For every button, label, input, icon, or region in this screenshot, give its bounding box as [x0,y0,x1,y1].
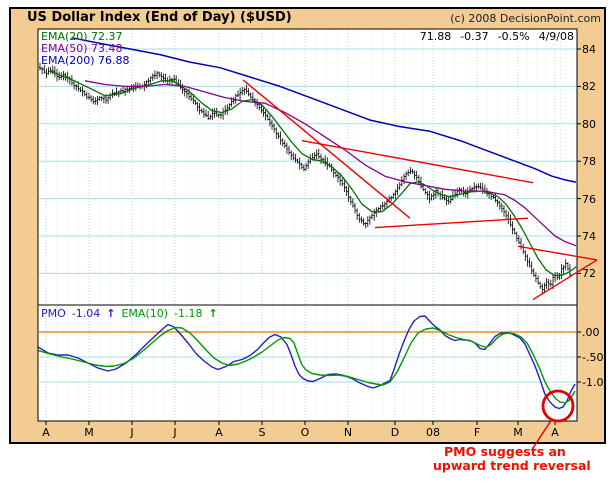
price-axis-label: 82 [582,80,596,94]
pmo-value: -1.04 [71,307,101,320]
price-axis-label: 76 [582,192,596,206]
month-label: O [300,426,310,439]
month-label: A [42,426,50,439]
price-axis-label: 78 [582,155,596,169]
overlay-ema-50- [84,80,577,247]
quote-line: 71.88 -0.37 -0.5% 4/9/08 [420,31,574,42]
month-label: A [551,426,559,439]
pmo-panel-bg [38,305,577,421]
quote-last: 71.88 [419,30,452,43]
price-axis-label: 84 [582,43,596,56]
pmo-ema-up-arrow-icon: ↑ [208,307,218,320]
annotation-line-1: PMO suggests an [444,444,566,459]
pmo-ema-label: EMA(10) [121,307,169,320]
page-title: US Dollar Index (End of Day) ($USD) [27,10,292,25]
month-label: M [513,426,523,439]
gridlines [39,30,576,420]
trendline-2 [301,139,534,184]
quote-change: -0.37 [460,30,489,43]
trendline-3 [374,217,529,229]
price-series [38,37,577,295]
copyright-text: (c) 2008 DecisionPoint.com [450,12,601,25]
month-label: S [258,426,266,439]
month-label: N [343,426,353,439]
quote-date: 4/9/08 [538,30,574,43]
pmo-axis-label: -1.0 [582,376,604,389]
trendline-4 [517,245,598,261]
ohlc-bars [38,62,572,295]
quote-percent: -0.5% [497,30,530,43]
month-label: A [215,426,223,439]
ema200-label: EMA(200) 76.88 [41,54,130,67]
axis-ticks [45,48,581,425]
trendline-1 [242,79,411,219]
overlay-ema-200- [71,37,577,183]
ema20-label: EMA(20) 72.37 [41,30,123,43]
annotation-line-2: upward trend reversal [433,458,591,473]
pmo-label: PMO [41,307,66,320]
trendline-5 [532,259,598,301]
month-label: J [173,426,177,439]
price-axis-label: 74 [582,230,596,243]
pmo-axis-label: .00 [582,326,600,339]
month-label: F [473,426,481,439]
month-label: J [130,426,134,439]
price-axis-label: 80 [582,117,596,131]
month-label: M [84,426,94,439]
price-panel-bg [38,29,577,305]
pmo-series [38,315,576,410]
pmo-ema-value: -1.18 [174,307,203,320]
month-label: D [390,426,400,439]
pmo-axis-label: -.50 [582,351,604,364]
pmo-legend: PMO -1.04 ↑ EMA(10) -1.18 ↑ [41,308,218,319]
ema50-label: EMA(50) 73.48 [41,42,123,55]
annotation-leader-line [532,418,553,449]
trendlines [242,79,598,301]
highlight-circle [541,389,575,423]
month-label: 08 [426,426,440,439]
pmo-up-arrow-icon: ↑ [106,307,116,320]
price-axis-label: 72 [582,267,596,281]
pmo-line-ema-10- [38,326,576,404]
pmo-panel-border [37,304,578,422]
